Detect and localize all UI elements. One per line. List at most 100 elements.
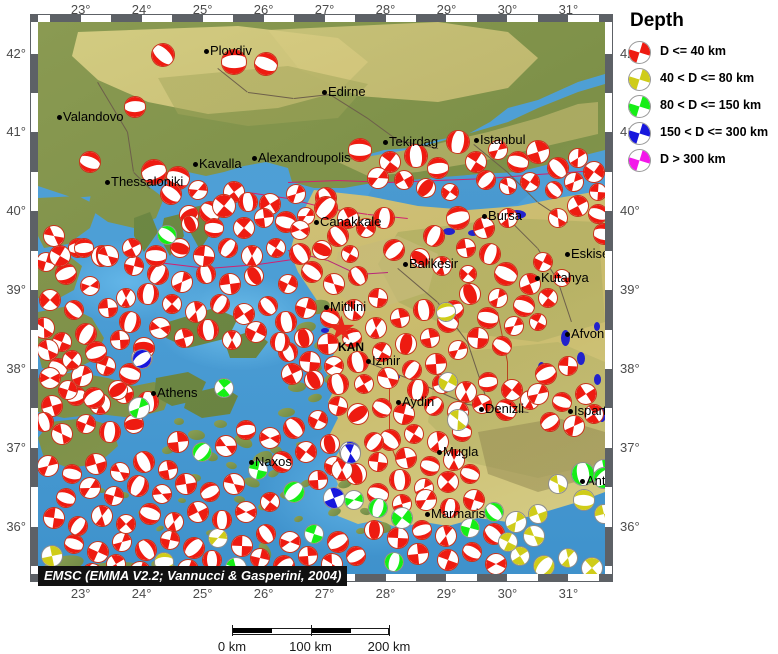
- beachball-disc: [623, 117, 656, 150]
- axis-right-label: 38°: [620, 360, 640, 376]
- city-dot: [482, 214, 487, 219]
- legend-beachball-icon: [623, 144, 656, 177]
- axis-bottom-label: 26°: [253, 586, 274, 601]
- legend-row: 150 < D <= 300 km: [623, 117, 778, 150]
- frame-tick-right: [605, 250, 612, 291]
- city-dot: [383, 140, 388, 145]
- beachball-disc: [623, 90, 656, 123]
- city-dot: [474, 138, 479, 143]
- axis-top-label: 25°: [192, 2, 213, 17]
- frame-tick-top: [568, 15, 599, 22]
- frame-tick-right: [605, 329, 612, 369]
- city-label: Antalya: [586, 473, 605, 488]
- city-dot: [403, 262, 408, 267]
- frame-tick-bottom: [385, 574, 416, 581]
- lake: [577, 352, 585, 365]
- frame-tick-top: [324, 15, 356, 22]
- frame-tick-left: [31, 22, 38, 54]
- legend-label: D > 300 km: [660, 152, 726, 166]
- city-label: Valandovo: [63, 109, 124, 124]
- legend-row: D > 300 km: [623, 144, 778, 177]
- city-label: Istanbul: [480, 132, 526, 147]
- frame-tick-top: [202, 15, 234, 22]
- legend-row: D <= 40 km: [623, 36, 778, 69]
- axis-left-label: 38°: [6, 360, 26, 376]
- axis-left-label: 36°: [6, 518, 26, 534]
- axis-bottom-label: 24°: [131, 586, 152, 601]
- city-dot: [324, 305, 329, 310]
- city-label: Canakkale: [320, 214, 382, 229]
- frame-tick-top: [141, 15, 173, 22]
- frame-tick-top: [38, 15, 51, 22]
- legend-label: 80 < D <= 150 km: [660, 98, 762, 112]
- axis-right-label: 40°: [620, 203, 640, 219]
- frame-tick-right: [605, 566, 612, 574]
- scale-bar-label: 0 km: [217, 639, 247, 654]
- legend-label: 150 < D <= 300 km: [660, 125, 769, 139]
- attribution-banner: EMSC (EMMA V2.2; Vannucci & Gasperini, 2…: [38, 566, 348, 586]
- city-dot: [479, 407, 484, 412]
- scale-bar-filled-segment: [311, 628, 351, 633]
- legend-label: D <= 40 km: [660, 44, 727, 58]
- lake: [561, 330, 570, 346]
- city-dot: [568, 409, 573, 414]
- frame-tick-left: [31, 329, 38, 369]
- frame-tick-right: [605, 171, 612, 212]
- beachball-disc: [623, 36, 656, 69]
- frame-tick-bottom: [507, 574, 538, 581]
- legend-row: 80 < D <= 150 km: [623, 90, 778, 123]
- city-label: Bursa: [488, 208, 522, 223]
- city-label: Afvon: [571, 326, 605, 341]
- lake: [443, 228, 455, 235]
- lake: [594, 374, 601, 385]
- epicenter-star-icon: ★: [326, 310, 357, 348]
- city-label: Eskisehir: [571, 246, 605, 261]
- axis-bottom-label: 27°: [314, 586, 335, 601]
- city-label-layer: Plovdiv Edirne Valandovo Kavalla Alexandroup…: [38, 22, 605, 574]
- lake: [594, 322, 600, 331]
- frame-tick-left: [31, 566, 38, 574]
- axis-top-label: 30°: [497, 2, 518, 17]
- city-label: Naxos: [255, 454, 292, 469]
- scale-bar-label: 100 km: [289, 639, 332, 654]
- axis-top-label: 28°: [375, 2, 396, 17]
- city-label: Alexandroupolis: [258, 150, 351, 165]
- frame-tick-top: [263, 15, 295, 22]
- axis-right-label: 36°: [620, 518, 640, 534]
- depth-legend: Depth D <= 40 km 40 < D <= 80 km 80 < D <=…: [623, 10, 778, 177]
- city-dot: [252, 156, 257, 161]
- city-label: Marmaris: [431, 506, 486, 521]
- city-label: Thessaloniki: [111, 174, 184, 189]
- frame-tick-bottom: [446, 574, 477, 581]
- legend-beachball-icon: [623, 63, 656, 96]
- frame-tick-left: [31, 487, 38, 527]
- city-label: Aydin: [402, 394, 435, 409]
- city-label: Plovdiv: [210, 43, 252, 58]
- city-label: Mugla: [443, 444, 479, 459]
- axis-top-label: 26°: [253, 2, 274, 17]
- frame-tick-top: [80, 15, 112, 22]
- axis-bottom-label: 23°: [70, 586, 91, 601]
- axis-top-label: 23°: [70, 2, 91, 17]
- city-dot: [193, 162, 198, 167]
- axis-top-label: 31°: [558, 2, 579, 17]
- city-dot: [57, 115, 62, 120]
- axis-bottom-label: 25°: [192, 586, 213, 601]
- frame-tick-right: [605, 408, 612, 448]
- frame-tick-left: [31, 408, 38, 448]
- city-label: Athens: [157, 385, 198, 400]
- city-label: Mitilini: [330, 299, 367, 314]
- focal-mechanism-layer: [38, 22, 605, 574]
- legend-row: 40 < D <= 80 km: [623, 63, 778, 96]
- legend-beachball-icon: [623, 36, 656, 69]
- city-dot: [314, 220, 319, 225]
- city-label: Tekirdag: [389, 134, 439, 149]
- lake: [321, 328, 329, 333]
- map-frame: ★ KAN Plovdiv Edirne Valandovo Kavalla Alexa…: [30, 14, 613, 582]
- legend-beachball-icon: [623, 117, 656, 150]
- frame-tick-right: [605, 92, 612, 133]
- beachball-disc: [623, 63, 656, 96]
- axis-left-label: 40°: [6, 203, 26, 219]
- focal-mechanism-beachball: [412, 520, 432, 540]
- city-dot: [249, 460, 254, 465]
